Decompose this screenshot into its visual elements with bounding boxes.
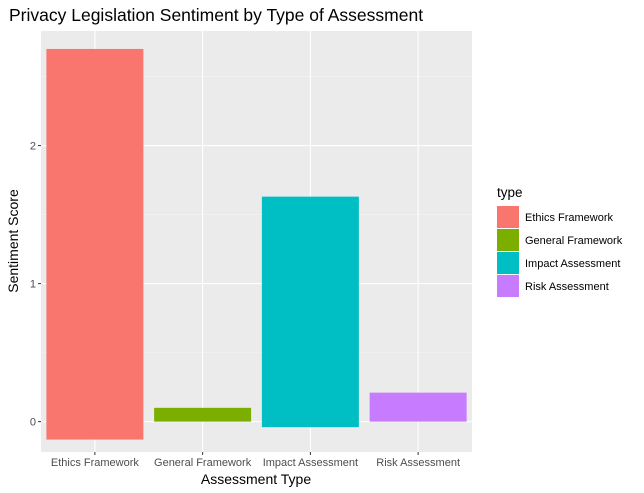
y-tick-label: 1 — [30, 279, 36, 291]
y-tick-label: 0 — [30, 417, 36, 429]
legend-title: type — [497, 185, 523, 200]
legend-key-1 — [497, 206, 519, 228]
legend-label-2: General Framework — [525, 235, 623, 247]
x-tick-label: Ethics Framework — [51, 457, 140, 469]
x-tick-label: Impact Assessment — [263, 457, 358, 469]
y-tick-label: 2 — [30, 141, 36, 153]
chart-title: Privacy Legislation Sentiment by Type of… — [9, 5, 423, 25]
legend-label-4: Risk Assessment — [525, 281, 609, 293]
bar-3 — [261, 196, 359, 428]
x-axis-title: Assessment Type — [201, 471, 311, 487]
legend: type Ethics Framework General Framework Im… — [497, 185, 623, 297]
legend-key-3 — [497, 252, 519, 274]
bars — [46, 48, 467, 440]
bar-1 — [46, 48, 144, 440]
legend-key-4 — [497, 275, 519, 297]
x-tick-label: General Framework — [154, 457, 252, 469]
legend-key-2 — [497, 229, 519, 251]
legend-label-1: Ethics Framework — [525, 212, 614, 224]
y-axis-title: Sentiment Score — [5, 189, 21, 293]
x-axis: Ethics Framework General Framework Impact … — [51, 452, 460, 469]
bar-4 — [369, 392, 467, 422]
bar-2 — [154, 407, 252, 422]
legend-label-3: Impact Assessment — [525, 258, 620, 270]
x-tick-label: Risk Assessment — [376, 457, 460, 469]
y-axis: 0 1 2 — [30, 141, 41, 429]
